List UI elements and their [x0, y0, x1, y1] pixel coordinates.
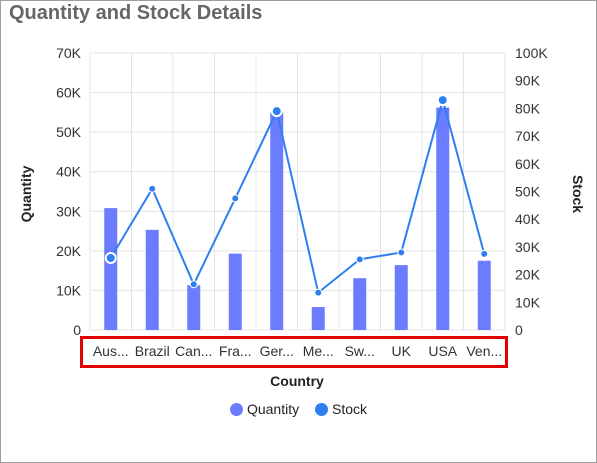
stock-point	[397, 248, 406, 257]
stock-point	[104, 251, 117, 264]
stock-line-path	[109, 96, 486, 295]
stock-line	[104, 94, 489, 297]
grid-lines	[89, 52, 506, 331]
y-tick-label: 30K	[56, 203, 82, 219]
y-tick-label: 0	[73, 322, 81, 338]
x-tick-label: Sw...	[345, 343, 375, 359]
x-tick-label: Ger...	[260, 343, 294, 359]
y-axis-right-ticks: 0 10K 20K 30K 40K 50K 60K 70K 80K 90K 100K	[515, 45, 548, 338]
quantity-bar	[436, 107, 450, 330]
quantity-stock-chart: 0 10K 20K 30K 40K 50K 60K 70K 0 10K 20K 30K 40K 50K 6…	[18, 45, 586, 389]
stock-point	[436, 94, 449, 107]
x-tick-label: Brazil	[135, 343, 170, 359]
stock-point	[355, 255, 364, 264]
stock-point	[148, 184, 157, 193]
x-tick-label: Can...	[175, 343, 212, 359]
legend-label-stock: Stock	[332, 401, 368, 417]
stock-point	[480, 249, 489, 258]
x-tick-label: USA	[428, 343, 457, 359]
x-tick-label: Aus...	[93, 343, 129, 359]
quantity-bar	[187, 285, 201, 330]
y2-tick-label: 60K	[515, 156, 541, 172]
y-tick-label: 60K	[56, 85, 82, 101]
y-tick-label: 50K	[56, 124, 82, 140]
stock-point	[270, 105, 283, 118]
quantity-bar	[394, 265, 408, 330]
y-tick-label: 40K	[56, 164, 82, 180]
chart-legend: Quantity Stock	[1, 401, 596, 417]
stock-point	[314, 288, 323, 297]
y2-axis-label: Stock	[570, 175, 586, 213]
y2-tick-label: 10K	[515, 294, 541, 310]
x-axis-ticks: Aus... Brazil Can... Fra... Ger... Me... Sw...…	[93, 343, 502, 359]
y2-tick-label: 90K	[515, 73, 541, 89]
stock-point	[231, 194, 240, 203]
quantity-bar	[145, 229, 159, 330]
quantity-bar	[228, 253, 242, 330]
legend-item-quantity[interactable]: Quantity	[229, 401, 300, 417]
quantity-legend-marker	[229, 403, 243, 416]
chart-title: Quantity and Stock Details	[9, 2, 263, 24]
stock-point	[189, 280, 198, 289]
quantity-bar	[104, 208, 118, 330]
quantity-bars	[104, 107, 491, 330]
y-tick-label: 20K	[56, 243, 82, 259]
y2-tick-label: 80K	[515, 100, 541, 116]
y2-tick-label: 100K	[515, 45, 548, 61]
y2-tick-label: 0	[515, 322, 523, 338]
y-tick-label: 10K	[56, 282, 82, 298]
x-tick-label: Me...	[303, 343, 334, 359]
y2-tick-label: 50K	[515, 184, 541, 200]
quantity-bar	[270, 112, 284, 330]
x-axis-labels-highlight	[80, 336, 508, 368]
x-axis-label: Country	[270, 373, 324, 389]
x-tick-label: Ven...	[466, 343, 502, 359]
quantity-bar	[311, 307, 325, 330]
quantity-bar	[353, 278, 367, 330]
legend-item-stock[interactable]: Stock	[315, 401, 367, 417]
x-tick-label: Fra...	[219, 343, 252, 359]
y-axis-left-ticks: 0 10K 20K 30K 40K 50K 60K 70K	[56, 45, 82, 338]
x-tick-label: UK	[392, 343, 412, 359]
legend-label-quantity: Quantity	[246, 401, 300, 417]
y-tick-label: 70K	[56, 45, 82, 61]
y2-tick-label: 20K	[515, 267, 541, 283]
y2-tick-label: 30K	[515, 239, 541, 255]
stock-legend-marker	[315, 403, 328, 416]
y-axis-label: Quantity	[18, 165, 34, 222]
y2-tick-label: 40K	[515, 211, 541, 227]
quantity-bar	[477, 260, 491, 330]
y2-tick-label: 70K	[515, 128, 541, 144]
